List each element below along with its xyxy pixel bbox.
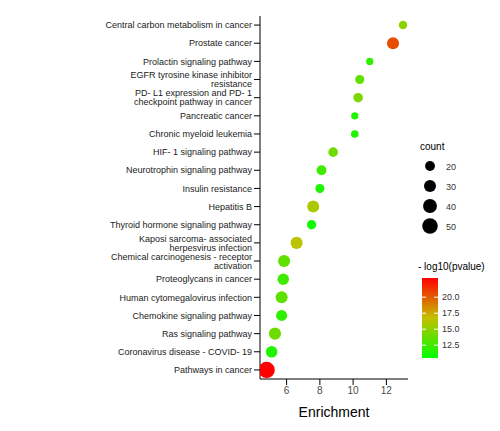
svg-text:8: 8: [317, 385, 323, 396]
svg-text:count: count: [420, 141, 445, 152]
svg-text:Pancreatic cancer: Pancreatic cancer: [180, 111, 252, 121]
svg-text:HIF- 1 signaling pathway: HIF- 1 signaling pathway: [153, 147, 253, 157]
svg-text:12: 12: [381, 385, 393, 396]
svg-text:Chronic myeloid leukemia: Chronic myeloid leukemia: [149, 129, 252, 139]
svg-text:20.0: 20.0: [442, 292, 460, 302]
svg-text:17.5: 17.5: [442, 308, 460, 318]
svg-text:Thyroid hormone signaling path: Thyroid hormone signaling pathway: [110, 220, 253, 230]
svg-text:Chemical carcinogenesis - rece: Chemical carcinogenesis - receptoractiva…: [111, 252, 252, 271]
svg-text:Prostate cancer: Prostate cancer: [189, 38, 252, 48]
svg-text:12.5: 12.5: [442, 340, 460, 350]
svg-text:Prolactin signaling pathway: Prolactin signaling pathway: [143, 57, 253, 67]
svg-text:Proteoglycans in cancer: Proteoglycans in cancer: [156, 274, 252, 284]
svg-text:Pathways in cancer: Pathways in cancer: [174, 365, 252, 375]
svg-text:Hepatitis B: Hepatitis B: [208, 202, 252, 212]
svg-text:- log10(pvalue): - log10(pvalue): [418, 261, 485, 272]
svg-text:6: 6: [284, 385, 290, 396]
svg-text:20: 20: [446, 162, 456, 172]
svg-text:50: 50: [446, 222, 456, 232]
svg-text:Chemokine signaling pathway: Chemokine signaling pathway: [132, 311, 252, 321]
svg-text:Enrichment: Enrichment: [299, 404, 370, 420]
svg-text:Coronavirus disease - COVID- 1: Coronavirus disease - COVID- 19: [118, 347, 252, 357]
svg-text:15.0: 15.0: [442, 324, 460, 334]
svg-text:Neurotrophin signaling pathway: Neurotrophin signaling pathway: [126, 165, 253, 175]
svg-text:Human cytomegalovirus infectio: Human cytomegalovirus infection: [119, 293, 252, 303]
svg-text:Kaposi sarcoma- associatedherp: Kaposi sarcoma- associatedherpesvirus in…: [139, 234, 252, 253]
svg-text:Central carbon metabolism in c: Central carbon metabolism in cancer: [105, 20, 252, 30]
svg-text:Ras signaling pathway: Ras signaling pathway: [162, 329, 253, 339]
svg-text:EGFR tyrosine kinase inhibitor: EGFR tyrosine kinase inhibitorresistance: [130, 70, 252, 89]
svg-text:Insulin resistance: Insulin resistance: [182, 184, 252, 194]
svg-text:30: 30: [446, 182, 456, 192]
svg-text:10: 10: [348, 385, 360, 396]
svg-text:PD- L1 expression and PD- 1che: PD- L1 expression and PD- 1checkpoint pa…: [134, 88, 252, 107]
svg-text:40: 40: [446, 202, 456, 212]
